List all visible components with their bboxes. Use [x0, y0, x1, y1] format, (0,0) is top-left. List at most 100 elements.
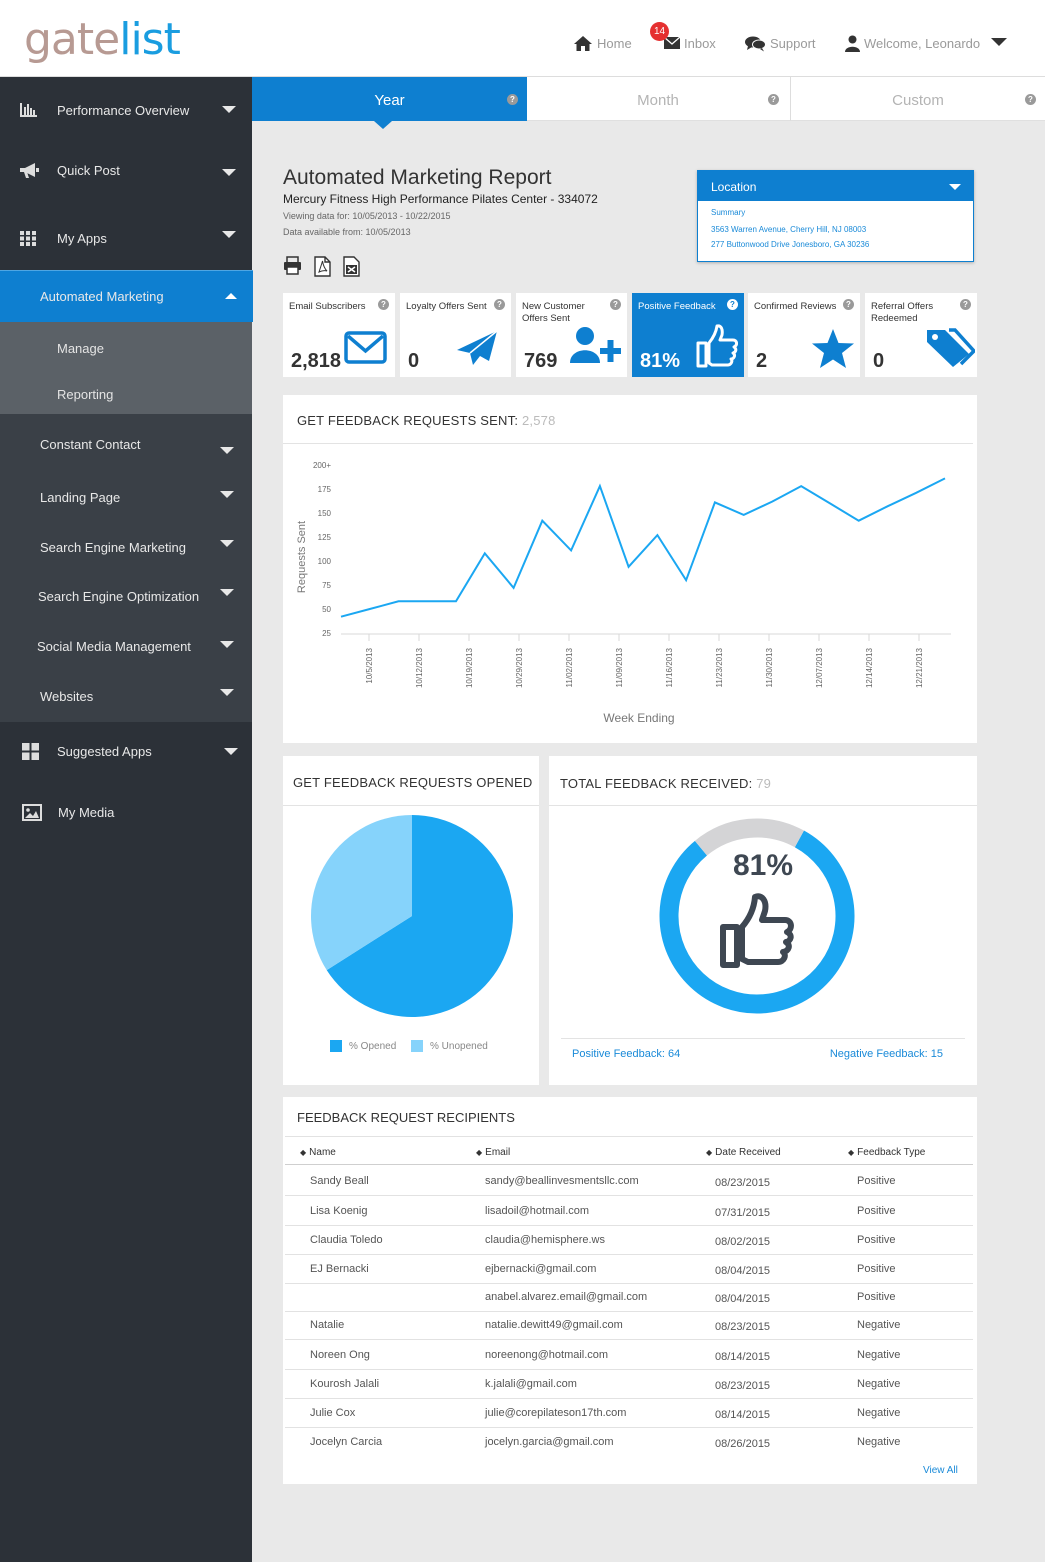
tab-year[interactable]: Year ?	[252, 77, 527, 129]
feedback-recipients-panel	[283, 1097, 977, 1484]
column-header-name[interactable]: ◆ Name	[300, 1147, 336, 1158]
sidebar-item-social-media-management[interactable]: Social Media Management	[0, 632, 252, 660]
requests-sent-total: 2,578	[521, 413, 556, 428]
sidebar-item-search-engine-marketing[interactable]: Search Engine Marketing	[0, 533, 252, 561]
negative-feedback-count[interactable]: Negative Feedback: 15	[829, 1048, 943, 1060]
donut-segment-negative	[694, 818, 804, 856]
help-icon[interactable]: ?	[378, 299, 389, 310]
add-user-icon	[570, 327, 621, 363]
help-icon[interactable]: ?	[494, 299, 505, 310]
chevron-down-icon	[222, 106, 236, 113]
row-divider	[285, 1339, 973, 1340]
cell-email: anabel.alvarez.email@gmail.com	[485, 1291, 648, 1303]
user-menu[interactable]: Welcome, Leonardo	[845, 28, 980, 58]
help-icon[interactable]: ?	[960, 299, 971, 310]
stat-card-loyalty-offers[interactable]: Loyalty Offers Sent ? 0	[400, 293, 511, 377]
tab-month[interactable]: Month ?	[527, 77, 789, 121]
sidebar-submenu	[0, 322, 252, 414]
cell-date: 08/04/2015	[715, 1265, 771, 1277]
location-option-summary[interactable]: Summary	[711, 208, 746, 217]
nav-home-link[interactable]: Home	[573, 28, 632, 58]
tab-year-label: Year	[374, 92, 405, 109]
location-dropdown-header[interactable]: Location	[698, 171, 973, 201]
business-name: Mercury Fitness High Performance Pilates…	[283, 192, 598, 206]
x-tick-label: 12/14/2013	[865, 647, 874, 688]
stat-card-confirmed-reviews[interactable]: Confirmed Reviews ? 2	[748, 293, 860, 377]
stat-label: Loyalty Offers Sent	[406, 301, 487, 312]
tab-custom[interactable]: Custom ?	[790, 77, 1045, 121]
cell-name: Lisa Koenig	[310, 1205, 368, 1217]
cell-feedback-type: Positive	[857, 1291, 896, 1303]
megaphone-icon	[20, 162, 39, 178]
print-icon[interactable]	[283, 256, 302, 275]
star-icon	[812, 329, 854, 368]
help-icon[interactable]: ?	[507, 94, 518, 105]
view-all-link[interactable]: View All	[923, 1465, 958, 1476]
help-icon[interactable]: ?	[768, 94, 779, 105]
image-icon	[22, 803, 42, 821]
cell-date: 08/02/2015	[715, 1236, 771, 1248]
location-option-jonesboro[interactable]: 277 Buttonwood Drive Jonesboro, GA 30236	[711, 240, 870, 249]
sidebar-item-quick-post[interactable]: Quick Post	[0, 156, 252, 184]
panel-title: TOTAL FEEDBACK RECEIVED: 79	[560, 776, 772, 791]
nav-inbox-link[interactable]: Inbox	[664, 28, 716, 58]
sidebar-label: Landing Page	[40, 489, 121, 505]
panel-divider	[549, 805, 977, 806]
cell-email: sandy@beallinvesmentsllc.com	[485, 1175, 639, 1187]
cell-date: 08/04/2015	[715, 1293, 771, 1305]
sidebar-item-my-media[interactable]: My Media	[0, 798, 252, 826]
panel-divider	[561, 1038, 965, 1039]
gatelist-logo[interactable]: gatelist	[24, 14, 181, 65]
cell-date: 08/23/2015	[715, 1380, 771, 1392]
y-tick-label: 150	[318, 509, 332, 518]
x-axis-title: Week Ending	[603, 711, 674, 725]
location-dropdown[interactable]: Location Summary 3563 Warren Avenue, Che…	[697, 170, 974, 262]
panel-title: FEEDBACK REQUEST RECIPIENTS	[297, 1110, 515, 1125]
sidebar-subitem-reporting[interactable]: Reporting	[57, 387, 114, 402]
column-header-email[interactable]: ◆ Email	[476, 1147, 511, 1158]
requests-sent-line-chart: 25 50 75 100 125 150 175 200+ 10/5/2013 10/12/201…	[296, 461, 951, 725]
legend-label: % Opened	[349, 1040, 397, 1052]
positive-feedback-count[interactable]: Positive Feedback: 64	[572, 1048, 681, 1060]
chevron-down-icon	[220, 641, 234, 648]
help-icon[interactable]: ?	[610, 299, 621, 310]
sidebar-item-automated-marketing[interactable]: Automated Marketing	[0, 270, 253, 322]
tiles-icon	[22, 742, 39, 760]
pdf-icon[interactable]	[314, 256, 331, 277]
user-menu-caret-icon[interactable]	[991, 38, 1007, 46]
excel-icon[interactable]	[343, 256, 360, 277]
column-header-feedback-type[interactable]: ◆ Feedback Type	[848, 1147, 926, 1158]
sidebar-item-performance-overview[interactable]: Performance Overview	[0, 96, 252, 124]
cell-name: EJ Bernacki	[310, 1263, 369, 1275]
help-icon[interactable]: ?	[1025, 94, 1036, 105]
sidebar-item-websites[interactable]: Websites	[0, 682, 252, 710]
location-option-cherry-hill[interactable]: 3563 Warren Avenue, Cherry Hill, NJ 0800…	[711, 225, 867, 234]
stat-value: 0	[408, 350, 420, 372]
stat-card-referral-offers[interactable]: Referral Offers Redeemed ? 0	[865, 293, 977, 377]
chevron-down-icon	[222, 169, 236, 176]
sidebar-item-my-apps[interactable]: My Apps	[0, 224, 252, 252]
stat-value: 0	[873, 350, 885, 372]
tab-month-label: Month	[637, 92, 679, 109]
x-tick-label: 10/12/2013	[415, 647, 424, 688]
stat-card-email-subscribers[interactable]: Email Subscribers ? 2,818	[283, 293, 395, 377]
help-icon[interactable]: ?	[843, 299, 854, 310]
chat-bubbles-icon	[745, 36, 766, 51]
stat-label: Positive Feedback	[638, 301, 716, 312]
column-header-date[interactable]: ◆ Date Received	[706, 1147, 781, 1158]
stat-card-positive-feedback[interactable]: Positive Feedback ? 81%	[632, 293, 744, 377]
welcome-label: Welcome, Leonardo	[864, 35, 981, 51]
sidebar-item-landing-page[interactable]: Landing Page	[0, 483, 252, 511]
stat-card-new-customer-offers[interactable]: New Customer Offers Sent ? 769	[516, 293, 627, 377]
panel-divider	[283, 443, 973, 444]
sidebar-item-search-engine-optimization[interactable]: Search Engine Optimization	[0, 582, 252, 610]
help-icon[interactable]: ?	[727, 299, 738, 310]
chevron-down-icon	[224, 748, 238, 755]
sidebar-item-suggested-apps[interactable]: Suggested Apps	[0, 737, 252, 765]
stat-value: 769	[524, 350, 558, 372]
nav-support-link[interactable]: Support	[745, 28, 816, 58]
cell-date: 08/26/2015	[715, 1438, 771, 1450]
sidebar-item-constant-contact[interactable]: Constant Contact	[0, 430, 252, 458]
y-tick-label: 50	[322, 605, 331, 614]
sidebar-subitem-manage[interactable]: Manage	[57, 341, 104, 356]
